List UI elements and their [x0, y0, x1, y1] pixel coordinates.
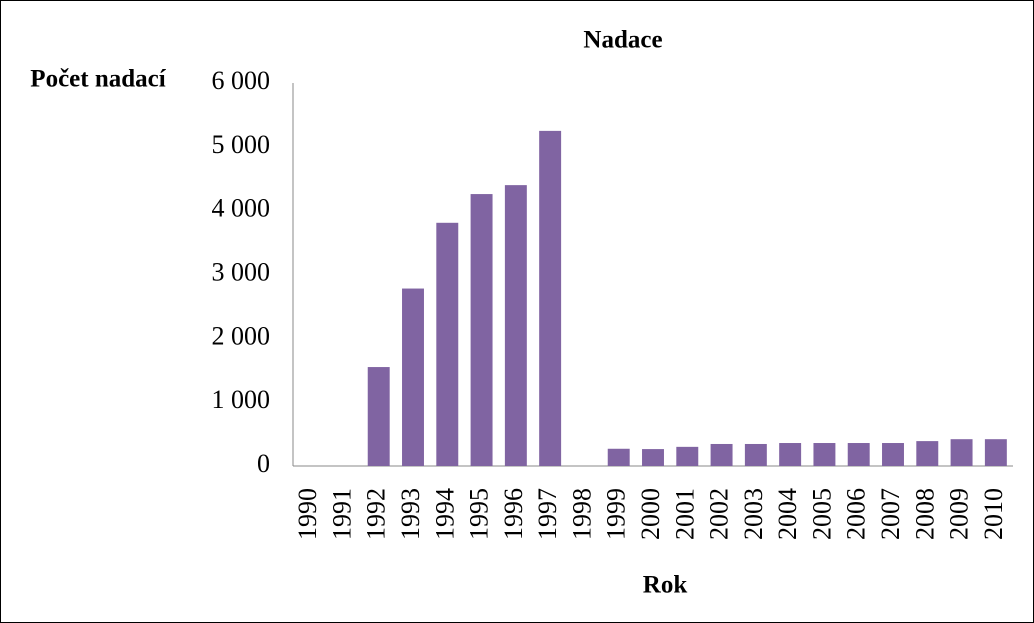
- y-tick-label: 5 000: [212, 130, 271, 159]
- x-tick-label: 2007: [876, 488, 905, 540]
- bar: [710, 443, 733, 466]
- x-tick-label: 1997: [533, 488, 562, 540]
- x-tick-label: 2010: [979, 488, 1008, 540]
- x-tick-label: 2006: [842, 488, 871, 540]
- x-tick-label: 2000: [636, 488, 665, 540]
- bar: [813, 443, 836, 466]
- x-tick-label: 2003: [739, 488, 768, 540]
- bar: [676, 446, 699, 466]
- bar: [779, 443, 802, 466]
- x-tick-label: 2001: [670, 488, 699, 540]
- x-tick-label: 2005: [807, 488, 836, 540]
- bar: [642, 449, 664, 466]
- y-axis-label: Počet nadací: [30, 66, 166, 93]
- chart-title: Nadace: [583, 27, 662, 54]
- y-tick-label: 0: [257, 449, 270, 478]
- x-tick-label: 1998: [567, 488, 596, 540]
- bar: [436, 222, 459, 466]
- x-tick-label: 2002: [705, 488, 734, 540]
- y-tick-label: 1 000: [212, 385, 271, 414]
- y-tick-label: 4 000: [212, 194, 271, 223]
- bar: [367, 367, 390, 466]
- x-tick-label: 1995: [465, 488, 494, 540]
- y-tick-label: 6 000: [212, 66, 271, 95]
- bar: [882, 443, 904, 466]
- bar: [744, 443, 767, 466]
- x-tick-label: 2009: [945, 488, 974, 540]
- x-tick-label: 1993: [396, 488, 425, 540]
- bar: [950, 439, 973, 466]
- x-tick-label: 1992: [362, 488, 391, 540]
- x-tick-label: 1991: [327, 488, 356, 540]
- bar: [984, 439, 1007, 466]
- bar: [470, 194, 493, 466]
- x-tick-label: 1999: [602, 488, 631, 540]
- x-tick-label: 1996: [499, 488, 528, 540]
- bar: [504, 185, 527, 466]
- bar: [607, 448, 630, 466]
- bar: [916, 441, 939, 466]
- bar: [539, 130, 562, 466]
- y-tick-label: 3 000: [212, 257, 271, 286]
- x-tick-label: 2004: [773, 488, 802, 540]
- x-tick-label: 2008: [910, 488, 939, 540]
- bar: [847, 443, 870, 466]
- y-tick-label: 2 000: [212, 321, 271, 350]
- x-tick-label: 1994: [430, 488, 459, 540]
- x-axis-label: Rok: [643, 572, 688, 599]
- x-tick-label: 1990: [293, 488, 322, 540]
- bar: [402, 288, 424, 466]
